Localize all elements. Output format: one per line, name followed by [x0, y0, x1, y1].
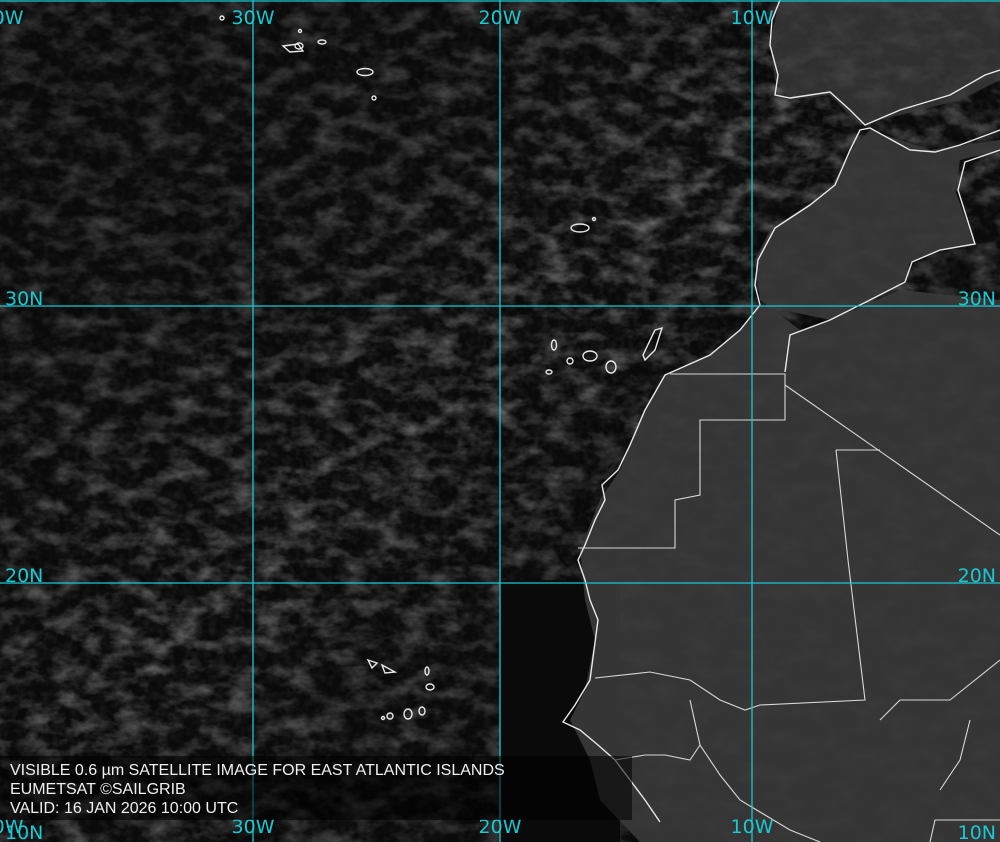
lon-label: 30W: [232, 816, 275, 838]
lon-label: 30W: [232, 7, 275, 29]
lon-label: 40W: [0, 816, 24, 838]
lon-label: 10W: [731, 7, 774, 29]
lat-label: 10N: [5, 822, 43, 842]
africa-land: [570, 130, 1000, 842]
lat-label: 20N: [5, 565, 43, 587]
caption-line: EUMETSAT ©SAILGRIB: [10, 781, 186, 798]
coastline: [754, 127, 1000, 306]
caption-line: VALID: 16 JAN 2026 10:00 UTC: [10, 800, 238, 817]
lon-label: 10W: [731, 816, 774, 838]
lon-label: 20W: [479, 816, 522, 838]
caption-backdrop: [0, 756, 632, 820]
caption-line: VISIBLE 0.6 µm SATELLITE IMAGE FOR EAST …: [10, 762, 505, 779]
lat-label: 30N: [958, 288, 996, 310]
coastline: [561, 304, 761, 823]
lat-label: 10N: [958, 822, 996, 842]
lat-label: 20N: [958, 565, 996, 587]
lon-label: 40W: [0, 7, 24, 29]
lat-label: 30N: [5, 288, 43, 310]
grid-labels: 40W 30W 20W 10W 40W 30W 20W 10W 30N 20N 10N 30N 20N 1…: [0, 7, 996, 842]
iberia-land: [770, 0, 1000, 125]
coastline: [784, 149, 1000, 373]
islands: [219, 15, 664, 721]
country-border: [578, 373, 1000, 842]
coastline: [769, 0, 1000, 126]
lon-label: 20W: [479, 7, 522, 29]
